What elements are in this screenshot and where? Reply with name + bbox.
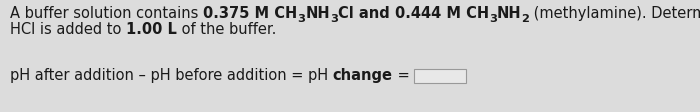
Text: 0.444 M CH: 0.444 M CH [395,6,489,21]
Text: Cl and: Cl and [338,6,395,21]
Text: 0.375 M CH: 0.375 M CH [203,6,298,21]
Text: A buffer solution contains: A buffer solution contains [10,6,203,21]
Text: 3: 3 [330,14,338,24]
Text: of the buffer.: of the buffer. [177,22,276,37]
Text: 3: 3 [298,14,305,24]
Text: 3: 3 [489,14,497,24]
Text: HCl is added to: HCl is added to [10,22,126,37]
Text: 1.00 L: 1.00 L [126,22,177,37]
Text: 2: 2 [522,14,529,24]
Text: (methylamine). Determine the pH: (methylamine). Determine the pH [529,6,700,21]
Text: change: change [332,68,393,83]
Text: pH after addition – pH before addition = pH: pH after addition – pH before addition =… [10,68,332,83]
Text: =: = [393,68,410,83]
Text: NH: NH [305,6,330,21]
FancyBboxPatch shape [414,69,466,83]
Text: NH: NH [497,6,522,21]
